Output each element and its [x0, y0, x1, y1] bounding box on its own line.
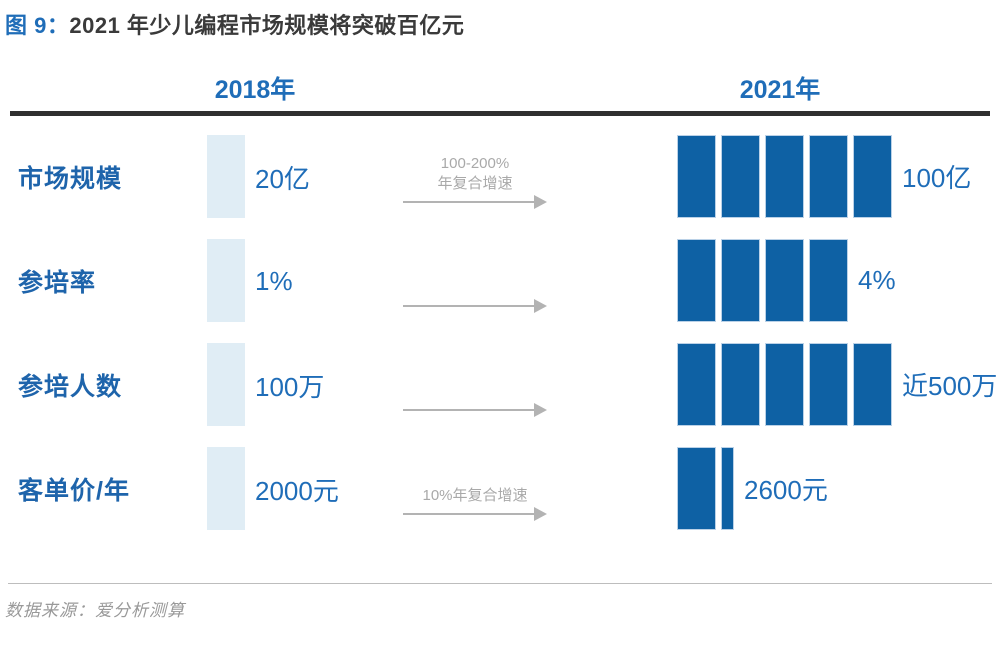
pictogram-unit: [853, 343, 892, 426]
value-2021: 100亿: [902, 163, 972, 193]
right-group: 100亿: [677, 135, 971, 218]
value-2018: 2000元: [255, 475, 339, 506]
right-group: 近500万: [677, 343, 997, 426]
pictogram-unit: [809, 343, 848, 426]
pictogram-unit: [721, 343, 760, 426]
column-header-2018: 2018年: [214, 76, 296, 104]
value-2021: 2600元: [744, 475, 828, 505]
pictogram-unit: [677, 135, 716, 218]
column-header-2021: 2021年: [739, 76, 821, 104]
metric-label: 参培率: [18, 269, 97, 297]
growth-annotation: 100-200% 年复合增速: [437, 155, 513, 192]
chart-title-text: 2021 年少儿编程市场规模将突破百亿元: [69, 13, 465, 38]
value-2018: 100万: [255, 371, 325, 402]
figure-number-label: 图 9：: [5, 13, 70, 38]
growth-block: [400, 333, 550, 437]
pictogram-2021: [677, 239, 848, 322]
arrow-right-icon: [403, 403, 547, 417]
pictogram-unit: [765, 135, 804, 218]
pictogram-unit: [677, 239, 716, 322]
pictogram-unit: [677, 343, 716, 426]
value-2018: 20亿: [255, 163, 310, 194]
right-group: 4%: [677, 239, 896, 322]
value-2021: 近500万: [902, 371, 998, 401]
pictogram-unit: [765, 239, 804, 322]
chart-title: 图 9：2021 年少儿编程市场规模将突破百亿元: [5, 8, 464, 40]
metric-row-market-size: 市场规模 20亿 100-200% 年复合增速 100亿: [0, 125, 1000, 229]
bar-2018: [207, 135, 245, 218]
pictogram-2021: [677, 135, 892, 218]
value-2018: 1%: [255, 265, 293, 296]
bar-2018: [207, 343, 245, 426]
pictogram-unit: [677, 447, 716, 530]
growth-block: 100-200% 年复合增速: [400, 125, 550, 229]
metric-label: 参培人数: [18, 373, 123, 401]
metric-label: 客单价/年: [18, 477, 130, 505]
bar-2018: [207, 447, 245, 530]
header-divider: [10, 111, 990, 116]
pictogram-unit: [809, 239, 848, 322]
metric-row-participants: 参培人数 100万 近500万: [0, 333, 1000, 437]
growth-block: [400, 229, 550, 333]
metric-label: 市场规模: [18, 165, 123, 193]
pictogram-2021: [677, 343, 892, 426]
value-2021: 4%: [858, 265, 896, 295]
growth-annotation: 10%年复合增速: [422, 486, 528, 504]
pictogram-unit: [721, 239, 760, 322]
arrow-right-icon: [403, 299, 547, 313]
bar-2018: [207, 239, 245, 322]
metric-row-price-per-customer: 客单价/年 2000元 10%年复合增速 2600元: [0, 437, 1000, 541]
pictogram-unit: [809, 135, 848, 218]
pictogram-unit: [853, 135, 892, 218]
pictogram-2021: [677, 447, 734, 530]
pictogram-unit: [721, 135, 760, 218]
arrow-right-icon: [403, 507, 547, 521]
metric-row-participation-rate: 参培率 1% 4%: [0, 229, 1000, 333]
pictogram-unit: [721, 447, 734, 530]
footer-divider: [8, 583, 992, 584]
arrow-right-icon: [403, 195, 547, 209]
growth-block: 10%年复合增速: [400, 437, 550, 541]
right-group: 2600元: [677, 447, 828, 530]
pictogram-unit: [765, 343, 804, 426]
data-source: 数据来源：爱分析测算: [5, 601, 185, 620]
